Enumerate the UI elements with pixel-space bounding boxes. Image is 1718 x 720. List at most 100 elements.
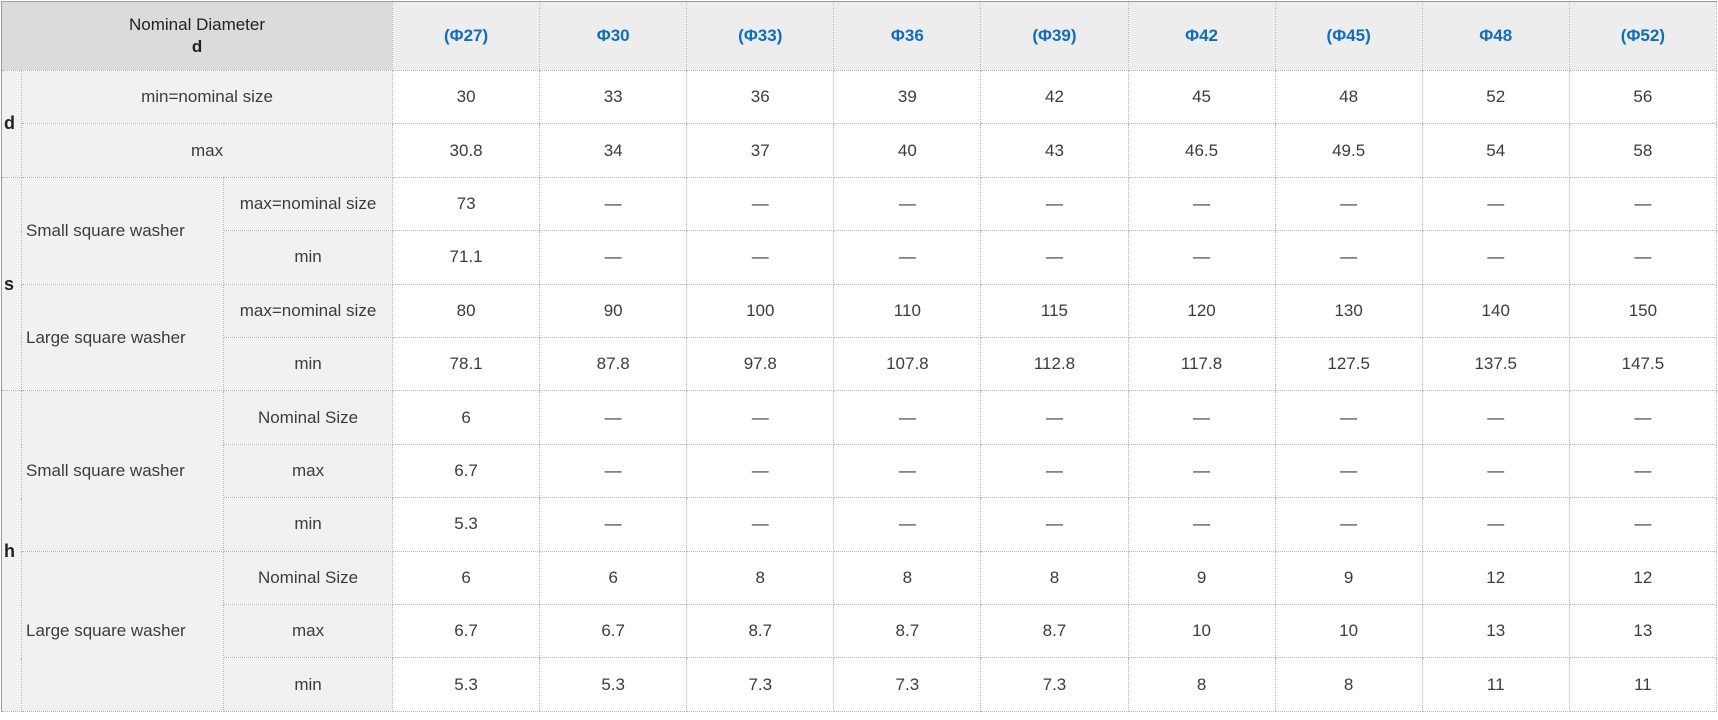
data-cell: 7.3	[980, 657, 1129, 712]
washer-type-label: Large square washer	[21, 284, 224, 392]
data-cell: 11	[1569, 657, 1718, 712]
column-header: Φ36	[833, 1, 982, 71]
row-label: min	[223, 657, 394, 712]
data-cell: 112.8	[980, 337, 1129, 392]
data-cell: —	[833, 444, 982, 499]
data-cell: 73	[392, 177, 541, 232]
row-label: min	[223, 230, 394, 285]
data-cell: 45	[1128, 70, 1276, 125]
table-row: max 30.8 34 37 40 43 46.5 49.5 54 58	[2, 123, 1718, 178]
data-cell: —	[980, 230, 1129, 285]
column-header: (Φ39)	[980, 1, 1129, 71]
data-cell: 12	[1569, 551, 1718, 606]
column-header: Φ48	[1422, 1, 1570, 71]
header-row: Nominal Diameter d (Φ27) Φ30 (Φ33) Φ36 (Φ39)…	[1, 1, 1718, 71]
data-cell: 30	[392, 70, 541, 125]
data-cell: 39	[833, 70, 982, 125]
data-cell: —	[1275, 230, 1423, 285]
data-cell: 40	[833, 123, 982, 178]
washer-type-label: Small square washer	[21, 390, 224, 552]
data-cell: 10	[1275, 604, 1423, 659]
data-cell: 30.8	[392, 123, 541, 178]
data-cell: 140	[1422, 284, 1570, 339]
data-cell: —	[980, 177, 1129, 232]
data-cell: —	[1128, 390, 1276, 445]
data-cell: 115	[980, 284, 1129, 339]
data-cell: 6.7	[539, 604, 688, 659]
table-row: d min=nominal size 30 33 36 39 42 45 48 52 56	[1, 70, 1718, 178]
data-cell: —	[1569, 444, 1718, 499]
data-cell: 90	[539, 284, 688, 339]
table-row: s Small square washer max=nominal size 73— —…	[1, 177, 1718, 392]
data-cell: —	[833, 230, 982, 285]
data-cell: 46.5	[1128, 123, 1276, 178]
data-cell: 6	[539, 551, 688, 606]
nominal-diameter-header: Nominal Diameter d	[1, 1, 394, 71]
row-label: Nominal Size	[223, 390, 394, 445]
data-cell: —	[686, 390, 835, 445]
data-cell: —	[539, 497, 688, 552]
row-label: max	[223, 604, 394, 659]
data-cell: —	[1128, 497, 1276, 552]
data-cell: 71.1	[392, 230, 541, 285]
data-cell: 6	[392, 390, 541, 445]
nominal-diameter-title: Nominal Diameter	[128, 15, 266, 34]
table-row: max 6.7 6.7 8.7 8.7 8.7 10 10 13 13	[2, 604, 1718, 659]
row-label: max=nominal size	[223, 284, 394, 339]
data-cell: 52	[1422, 70, 1570, 125]
group-label-s: s	[1, 177, 22, 392]
table-row: min 5.3— — — — — — — —	[2, 497, 1718, 552]
washer-type-label: Large square washer	[21, 551, 224, 713]
data-cell: 8	[980, 551, 1129, 606]
data-cell: —	[833, 497, 982, 552]
table-row: Large square washer max=nominal size 80 90 1…	[2, 284, 1718, 392]
data-cell: 36	[686, 70, 835, 125]
data-cell: 137.5	[1422, 337, 1570, 392]
data-cell: —	[1569, 177, 1718, 232]
data-cell: 87.8	[539, 337, 688, 392]
data-cell: —	[539, 390, 688, 445]
data-cell: 33	[539, 70, 688, 125]
column-header: (Φ27)	[392, 1, 541, 71]
data-cell: —	[1422, 444, 1570, 499]
data-cell: —	[1275, 390, 1423, 445]
data-cell: 58	[1569, 123, 1718, 178]
data-cell: —	[980, 497, 1129, 552]
data-cell: 7.3	[833, 657, 982, 712]
data-cell: 12	[1422, 551, 1570, 606]
nominal-diameter-symbol: d	[191, 37, 203, 56]
data-cell: 6.7	[392, 604, 541, 659]
data-cell: 8.7	[980, 604, 1129, 659]
data-cell: 8	[1128, 657, 1276, 712]
data-cell: —	[1422, 230, 1570, 285]
data-cell: 150	[1569, 284, 1718, 339]
data-cell: 130	[1275, 284, 1423, 339]
row-label: Nominal Size	[223, 551, 394, 606]
data-cell: —	[1422, 390, 1570, 445]
table-row: max 6.7— — — — — — — —	[2, 444, 1718, 499]
data-cell: 5.3	[392, 657, 541, 712]
data-cell: 8	[1275, 657, 1423, 712]
table-body: d min=nominal size 30 33 36 39 42 45 48 52 56 max 30…	[1, 70, 1718, 713]
data-cell: —	[1569, 497, 1718, 552]
data-cell: 100	[686, 284, 835, 339]
data-cell: 147.5	[1569, 337, 1718, 392]
data-cell: 9	[1128, 551, 1276, 606]
column-header: Φ30	[539, 1, 688, 71]
table-row: Large square washer Nominal Size 6 6 8 8 8 9 9 12…	[2, 551, 1718, 713]
data-cell: 42	[980, 70, 1129, 125]
data-cell: 78.1	[392, 337, 541, 392]
data-cell: 5.3	[392, 497, 541, 552]
data-cell: 11	[1422, 657, 1570, 712]
data-cell: 5.3	[539, 657, 688, 712]
column-header: (Φ52)	[1569, 1, 1718, 71]
row-label: max=nominal size	[223, 177, 394, 232]
data-cell: 43	[980, 123, 1129, 178]
data-cell: —	[686, 230, 835, 285]
data-cell: 97.8	[686, 337, 835, 392]
data-cell: —	[1569, 390, 1718, 445]
group-label-h: h	[1, 390, 22, 712]
row-label: max	[21, 123, 394, 178]
